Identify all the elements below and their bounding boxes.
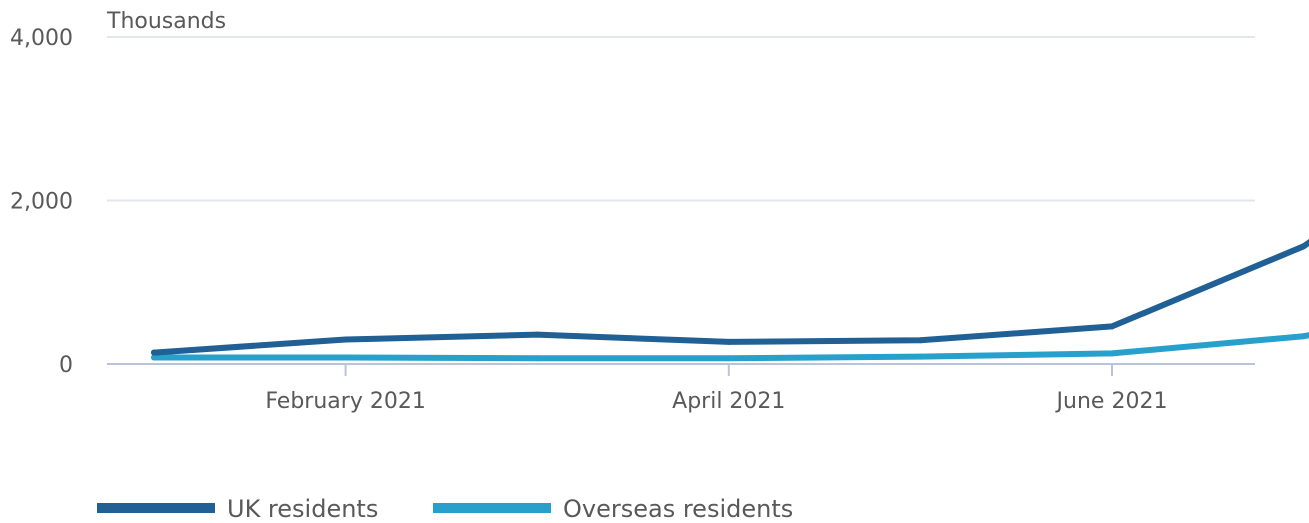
- x-axis: [107, 363, 1255, 376]
- data-point-overseas-residents: [1109, 350, 1115, 357]
- y-axis-tick-labels: 0 2,000 4,000: [10, 26, 73, 378]
- series-line-overseas-residents: [151, 332, 1309, 362]
- x-tick-label: February 2021: [265, 389, 425, 414]
- data-point-overseas-residents: [1300, 333, 1307, 340]
- y-tick-label: 2,000: [10, 190, 73, 215]
- data-point-uk-residents: [151, 349, 157, 356]
- data-point-overseas-residents: [534, 355, 541, 362]
- data-point-overseas-residents: [725, 355, 732, 362]
- y-unit-label: Thousands: [106, 9, 226, 34]
- data-point-uk-residents: [1109, 323, 1115, 330]
- series-line-uk-residents: [151, 238, 1309, 356]
- legend: UK residents Overseas residents: [97, 495, 793, 523]
- data-point-uk-residents: [1300, 243, 1307, 250]
- data-point-uk-residents: [534, 331, 541, 338]
- series-lines: [151, 238, 1309, 362]
- legend-label: Overseas residents: [563, 495, 793, 523]
- x-tick-label: June 2021: [1055, 389, 1168, 414]
- data-point-overseas-residents: [342, 354, 349, 361]
- data-point-uk-residents: [917, 337, 924, 344]
- data-point-overseas-residents: [917, 353, 924, 360]
- data-point-uk-residents: [725, 338, 732, 345]
- data-point-overseas-residents: [151, 354, 157, 361]
- y-tick-label: 4,000: [10, 26, 73, 51]
- legend-swatch: [433, 503, 551, 513]
- grid-lines: [107, 36, 1255, 202]
- y-tick-label: 0: [59, 353, 73, 378]
- legend-swatch: [97, 503, 215, 513]
- x-tick-label: April 2021: [672, 389, 785, 414]
- data-point-uk-residents: [342, 336, 349, 343]
- legend-label: UK residents: [227, 495, 378, 523]
